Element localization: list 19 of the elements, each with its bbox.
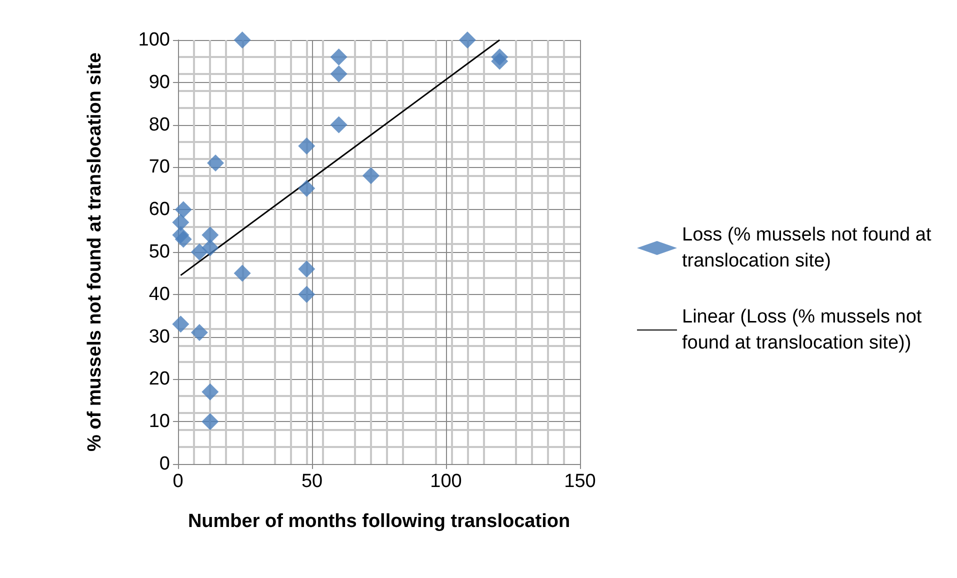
y-tick-label: 60 [148,199,170,220]
y-tick-label: 80 [148,114,170,136]
y-axis-title: % of mussels not found at translocation site [84,52,106,452]
y-tick-label: 40 [148,284,170,305]
y-tick-label: 90 [148,72,170,93]
y-tick-label: 50 [148,242,170,262]
x-tick-label: 100 [430,471,462,492]
y-tick-label: 0 [159,454,170,474]
y-tick-label: 10 [148,411,170,432]
y-tick-label: 20 [148,368,170,390]
x-tick-label: 50 [301,471,323,492]
y-tick-label: 70 [148,156,170,178]
y-tick-label: 30 [148,326,170,348]
legend-label: Linear (Loss (% mussels not found at translocation site)) [682,306,927,354]
x-tick-label: 150 [564,471,596,492]
y-tick-label: 100 [138,30,170,50]
legend-label: Loss (% mussels not found at translocation site) [682,224,937,272]
x-tick-label: 0 [172,471,184,492]
x-axis-title: Number of months following translocation [188,511,570,532]
